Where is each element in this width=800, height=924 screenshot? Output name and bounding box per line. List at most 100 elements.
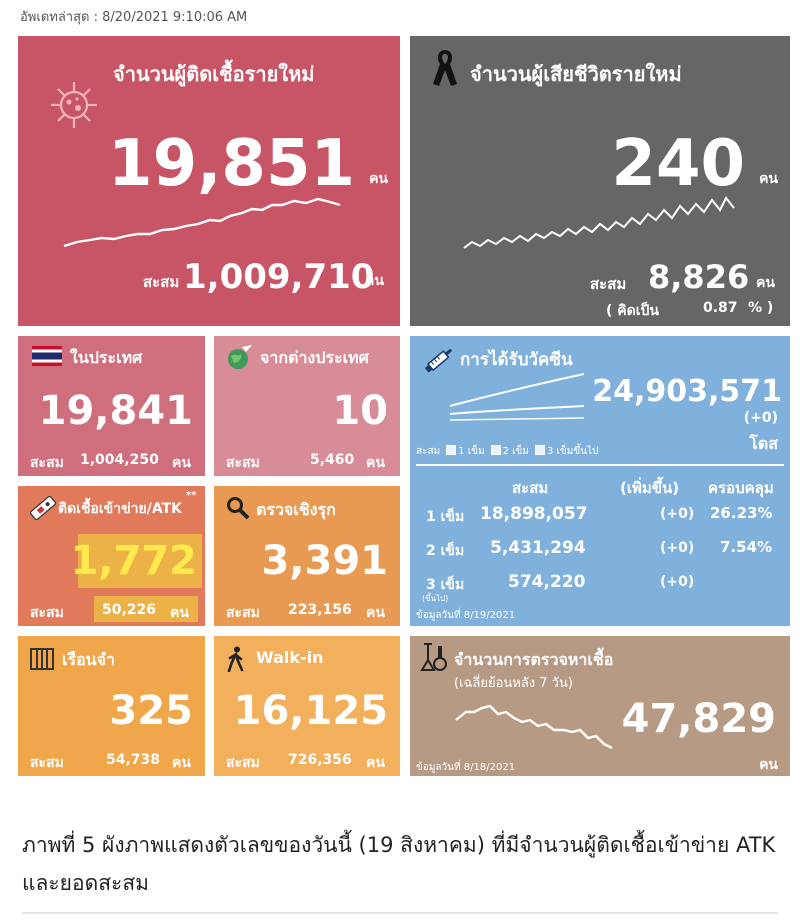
globe-plane-icon — [228, 345, 252, 369]
vaccine-total: 24,903,571 — [592, 374, 782, 409]
vaccine-header-cum: สะสม — [512, 479, 549, 497]
tests-unit: คน — [759, 757, 778, 773]
prison-cum-label: สะสม — [30, 755, 64, 771]
active-search-cum-label: สะสม — [226, 605, 260, 621]
deaths-card: จำนวนผู้เสียชีวิตรายใหม่ 240 คน สะสม 8,8… — [410, 36, 790, 326]
vaccine-row: 2 เข็ม 5,431,294 (+0) 7.54% — [410, 538, 790, 564]
legend-dose3-box — [534, 445, 545, 455]
deaths-cum-unit: คน — [756, 275, 775, 291]
new-cases-card: จำนวนผู้ติดเชื้อรายใหม่ 19,851 คน สะสม 1… — [18, 36, 400, 326]
imported-card: จากต่างประเทศ 10 สะสม 5,460 คน — [214, 336, 400, 476]
domestic-title: ในประเทศ — [70, 348, 143, 367]
prison-title: เรือนจำ — [62, 650, 115, 669]
syringe-icon — [424, 348, 453, 373]
tests-subtitle: (เฉลี่ยย้อนหลัง 7 วัน) — [454, 676, 573, 691]
walkin-cum-label: สะสม — [226, 755, 260, 771]
tests-trend-line — [455, 704, 613, 750]
vaccine-delta: (+0) — [743, 410, 778, 426]
walkin-cum-value: 726,356 — [288, 752, 352, 768]
walking-person-icon — [227, 646, 244, 672]
vaccine-header-cov: ครอบคลุม — [708, 479, 774, 497]
black-ribbon-icon — [433, 50, 457, 86]
tests-value: 47,829 — [621, 696, 776, 742]
thai-flag-icon — [32, 346, 62, 366]
atk-cum-highlight — [94, 596, 198, 622]
figure-caption: ภาพที่ 5 ผังภาพแสดงตัวเลขของวันนี้ (19 ส… — [22, 833, 776, 895]
new-cases-trend-line — [63, 197, 341, 248]
active-search-value: 3,391 — [261, 538, 388, 584]
walkin-cum-unit: คน — [366, 755, 385, 771]
prison-card: เรือนจำ 325 สะสม 54,738 คน — [18, 636, 205, 776]
legend-dose1: 1 เข็ม — [458, 446, 485, 457]
row-inc: (+0) — [660, 506, 695, 522]
row-inc: (+0) — [660, 540, 695, 556]
prison-value: 325 — [109, 688, 194, 734]
row-dose: 3 เข็ม — [426, 577, 465, 593]
prison-cum-value: 54,738 — [106, 752, 161, 768]
atk-card: ติดเชื้อเข้าข่าย/ATK ** 1,772 สะสม 50,22… — [18, 486, 205, 626]
new-cases-cum-value: 1,009,710 — [183, 257, 375, 297]
domestic-value: 19,841 — [38, 388, 193, 434]
atk-value-highlight — [78, 534, 202, 588]
row-inc: (+0) — [660, 574, 695, 590]
legend-dose1-box — [446, 445, 457, 455]
bottom-divider — [22, 912, 778, 914]
new-cases-unit: คน — [369, 171, 388, 187]
domestic-card: ในประเทศ 19,841 สะสม 1,004,250 คน — [18, 336, 205, 476]
imported-cum-unit: คน — [366, 455, 385, 471]
new-cases-cum-unit: คน — [365, 273, 384, 289]
new-cases-cum-label: สะสม — [143, 273, 180, 291]
deaths-pct-close: % ) — [748, 300, 774, 316]
vaccine-row: 3 เข็ม (ขึ้นไป) 574,220 (+0) — [410, 572, 790, 603]
new-cases-value: 19,851 — [108, 127, 355, 201]
tests-card: จำนวนการตรวจหาเชื้อ (เฉลี่ยย้อนหลัง 7 วั… — [410, 636, 790, 776]
virus-icon — [51, 82, 97, 128]
deaths-title: จำนวนผู้เสียชีวิตรายใหม่ — [470, 62, 682, 86]
domestic-cum-value: 1,004,250 — [80, 452, 159, 468]
tests-title: จำนวนการตรวจหาเชื้อ — [454, 650, 614, 669]
vaccine-title: การได้รับวัคซีน — [460, 350, 573, 370]
vaccine-asof: ข้อมูลวันที่ 8/19/2021 — [416, 610, 516, 621]
deaths-pct-value: 0.87 — [703, 300, 738, 316]
vaccine-legend: สะสม 1 เข็ม 2 เข็ม 3 เข็มขึ้นไป — [416, 444, 598, 459]
deaths-cum-label: สะสม — [590, 275, 627, 293]
domestic-cum-unit: คน — [172, 455, 191, 471]
walkin-card: Walk-in 16,125 สะสม 726,356 คน — [214, 636, 400, 776]
row-dose-sub: (ขึ้นไป) — [422, 594, 449, 603]
vaccine-divider — [416, 464, 784, 466]
row-dose: 1 เข็ม — [426, 509, 465, 525]
row-cov: 7.54% — [720, 538, 773, 556]
vaccine-header-inc: (เพิ่มขึ้น) — [620, 479, 680, 497]
imported-title: จากต่างประเทศ — [260, 348, 369, 367]
deaths-trend-line — [463, 196, 735, 249]
magnifier-icon — [227, 497, 250, 520]
atk-title: ติดเชื้อเข้าข่าย/ATK — [58, 501, 182, 517]
vaccine-unit: โดส — [749, 434, 778, 453]
imported-cum-value: 5,460 — [310, 452, 355, 468]
imported-value: 10 — [332, 388, 388, 434]
atk-mark: ** — [186, 490, 197, 501]
vaccine-card: การได้รับวัคซีน 24,903,571 (+0) โดส สะสม… — [410, 336, 790, 626]
row-cum: 18,898,057 — [480, 504, 588, 524]
vaccine-trend-lines — [449, 373, 585, 421]
row-cum: 5,431,294 — [490, 538, 586, 558]
active-search-title: ตรวจเชิงรุก — [256, 500, 336, 519]
last-updated: อัพเดทล่าสุด : 8/20/2021 9:10:06 AM — [20, 10, 248, 25]
new-cases-title: จำนวนผู้ติดเชื้อรายใหม่ — [113, 62, 315, 86]
deaths-cum-value: 8,826 — [648, 258, 750, 296]
prison-icon — [30, 648, 54, 670]
walkin-value: 16,125 — [233, 688, 388, 734]
row-cov: 26.23% — [710, 504, 773, 522]
active-search-cum-unit: คน — [366, 605, 385, 621]
lab-test-icon — [420, 643, 447, 671]
deaths-value: 240 — [611, 127, 745, 201]
vaccine-row: 1 เข็ม 18,898,057 (+0) 26.23% — [410, 504, 790, 530]
legend-dose2-box — [490, 445, 501, 455]
atk-cum-label: สะสม — [30, 605, 64, 621]
active-search-card: ตรวจเชิงรุก 3,391 สะสม 223,156 คน — [214, 486, 400, 626]
deaths-unit: คน — [759, 171, 778, 187]
deaths-pct-open: ( คิดเป็น — [606, 303, 659, 319]
atk-cum-unit: คน — [170, 605, 189, 621]
prison-cum-unit: คน — [172, 755, 191, 771]
